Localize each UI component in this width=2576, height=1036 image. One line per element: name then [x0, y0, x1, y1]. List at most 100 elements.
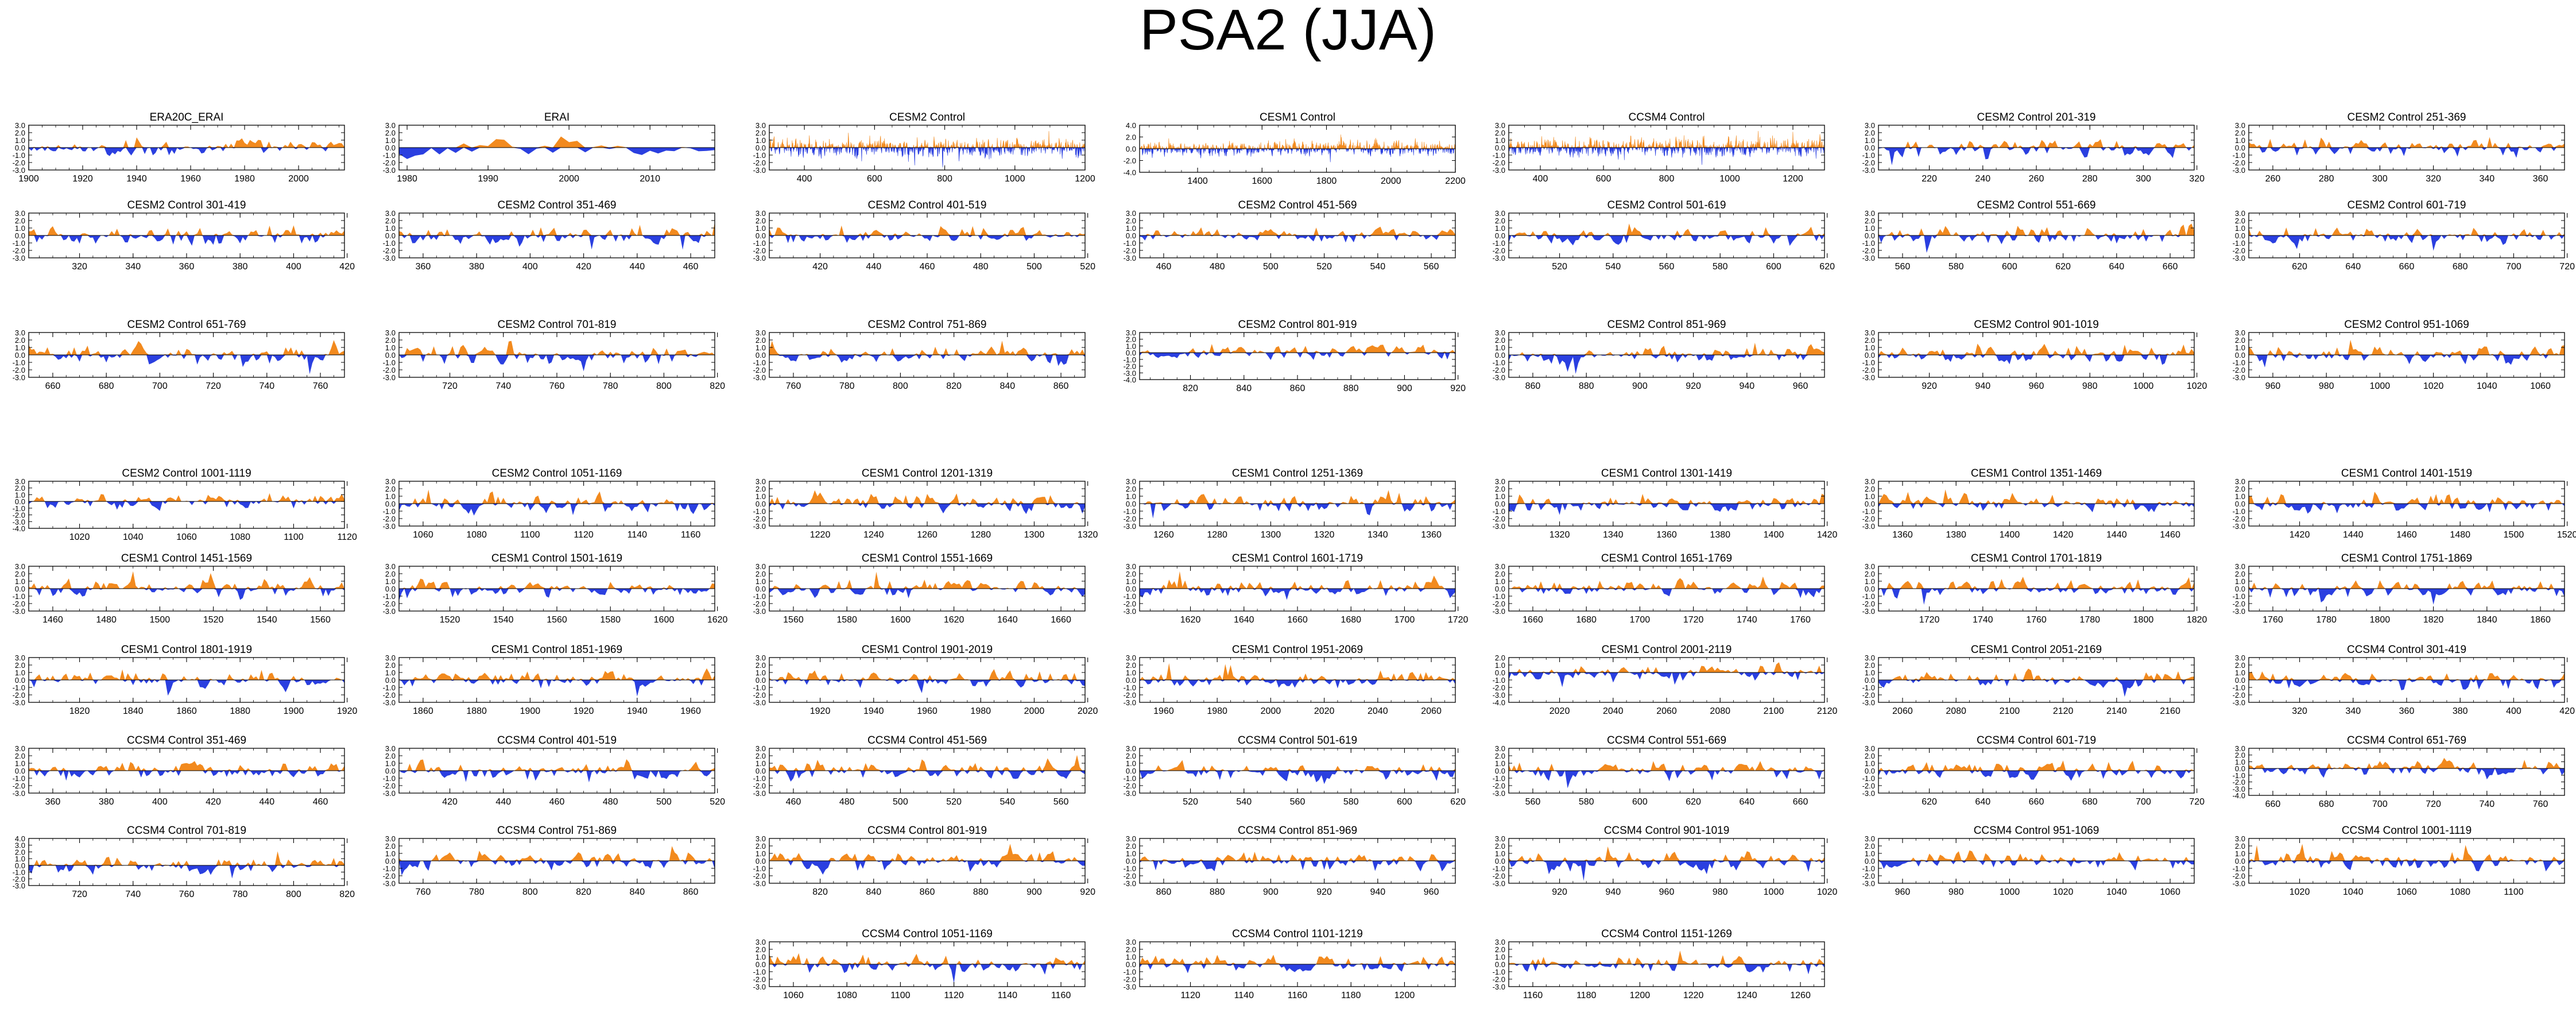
- positive-area: [1509, 131, 1824, 148]
- chart-panel-39: CESM1 Control 1951-20693.02.01.00.0-1.0-…: [1124, 644, 1455, 716]
- x-tick-label: 560: [1053, 797, 1069, 807]
- x-tick-label: 2080: [1710, 706, 1730, 716]
- x-tick-label: 780: [839, 381, 855, 391]
- x-tick-label: 360: [416, 262, 431, 272]
- x-tick-label: 440: [495, 797, 511, 807]
- y-tick-label: -3.0: [753, 879, 766, 888]
- positive-area: [1878, 343, 2194, 355]
- negative-area: [29, 865, 344, 879]
- chart-title: CCSM4 Control 301-419: [2347, 644, 2466, 656]
- x-tick-label: 820: [710, 381, 725, 391]
- x-tick-label: 380: [233, 262, 248, 272]
- x-tick-label: 620: [2055, 262, 2071, 272]
- positive-area: [1509, 343, 1824, 355]
- x-tick-label: 1620: [707, 615, 728, 625]
- x-tick-label: 360: [2399, 706, 2415, 716]
- x-tick-label: 1140: [627, 530, 648, 540]
- x-tick-label: 1040: [2477, 381, 2497, 391]
- x-tick-label: 920: [1922, 381, 1937, 391]
- x-tick-label: 280: [2082, 174, 2098, 184]
- x-tick-label: 2160: [2160, 706, 2180, 716]
- x-tick-label: 760: [786, 381, 801, 391]
- x-tick-label: 1000: [2000, 887, 2020, 897]
- chart-panel-30: CESM1 Control 1501-16193.02.01.00.0-1.0-…: [383, 552, 728, 625]
- x-tick-label: 760: [549, 381, 565, 391]
- y-tick-label: -3.0: [753, 254, 766, 262]
- positive-area: [399, 490, 715, 504]
- x-tick-label: 1380: [1710, 530, 1730, 540]
- chart-title: CCSM4 Control 551-669: [1607, 735, 1726, 747]
- x-tick-label: 600: [1397, 797, 1412, 807]
- chart-panel-19: CESM2 Control 851-9693.02.01.00.0-1.0-2.…: [1493, 319, 1824, 391]
- positive-area: [1878, 577, 2194, 589]
- x-tick-label: 1620: [1180, 615, 1201, 625]
- positive-area: [2249, 580, 2565, 589]
- negative-area: [1509, 589, 1824, 598]
- y-tick-label: -4.0: [1124, 376, 1136, 384]
- y-tick-label: -3.0: [2233, 698, 2245, 707]
- x-tick-label: 1020: [69, 532, 90, 542]
- x-tick-label: 340: [2345, 706, 2361, 716]
- x-tick-label: 860: [1525, 381, 1541, 391]
- positive-area: [1140, 344, 1455, 353]
- chart-panel-11: CESM2 Control 451-5693.02.01.00.0-1.0-2.…: [1124, 199, 1455, 272]
- x-tick-label: 860: [683, 887, 699, 897]
- x-tick-label: 580: [1579, 797, 1594, 807]
- x-tick-label: 880: [973, 887, 989, 897]
- negative-area: [1140, 504, 1455, 519]
- x-tick-label: 1300: [1024, 530, 1045, 540]
- y-tick-label: -3.0: [13, 789, 25, 798]
- y-tick-label: -3.0: [13, 607, 25, 616]
- chart-title: CESM2 Control 951-1069: [2344, 319, 2469, 331]
- negative-area: [1509, 861, 1824, 881]
- x-tick-label: 1080: [230, 532, 250, 542]
- x-tick-label: 860: [1290, 384, 1306, 393]
- x-tick-label: 1000: [1764, 887, 1784, 897]
- x-tick-label: 1740: [1973, 615, 1993, 625]
- x-tick-label: 960: [1895, 887, 1911, 897]
- x-tick-label: 1000: [2370, 381, 2391, 391]
- x-tick-label: 1940: [863, 706, 884, 716]
- x-tick-label: 720: [2426, 799, 2441, 809]
- y-tick-label: -3.0: [753, 166, 766, 175]
- positive-area: [399, 759, 715, 771]
- negative-area: [29, 148, 344, 156]
- chart-title: CESM2 Control 1001-1119: [122, 467, 251, 480]
- x-tick-label: 760: [2533, 799, 2548, 809]
- negative-area: [399, 861, 715, 875]
- x-tick-label: 1780: [2316, 615, 2337, 625]
- x-tick-label: 460: [1156, 262, 1172, 272]
- x-tick-label: 760: [313, 381, 328, 391]
- x-tick-label: 520: [710, 797, 725, 807]
- x-tick-label: 840: [1236, 384, 1252, 393]
- chart-panel-32: CESM1 Control 1601-17193.02.01.00.0-1.0-…: [1124, 552, 1469, 625]
- chart-title: CESM2 Control: [889, 111, 965, 123]
- y-tick-label: -3.0: [1862, 373, 1875, 382]
- x-tick-label: 1300: [1261, 530, 1281, 540]
- chart-title: CESM1 Control: [1260, 111, 1335, 123]
- y-tick-label: -3.0: [1493, 607, 1505, 616]
- chart-title: CCSM4 Control 651-769: [2347, 735, 2466, 747]
- x-tick-label: 2140: [2106, 706, 2127, 716]
- x-tick-label: 1720: [1683, 615, 1704, 625]
- x-tick-label: 1100: [284, 532, 304, 542]
- x-tick-label: 1420: [1817, 530, 1838, 540]
- positive-area: [399, 341, 715, 355]
- x-tick-label: 2000: [1024, 706, 1045, 716]
- y-tick-label: -4.0: [13, 524, 25, 533]
- negative-area: [2249, 768, 2565, 779]
- negative-area: [1878, 589, 2194, 605]
- x-tick-label: 360: [2533, 174, 2548, 184]
- x-tick-label: 1940: [627, 706, 648, 716]
- x-tick-label: 900: [1026, 887, 1042, 897]
- positive-area: [1140, 760, 1455, 771]
- x-tick-label: 2120: [1817, 706, 1838, 716]
- chart-title: CESM2 Control 501-619: [1607, 199, 1726, 211]
- x-tick-label: 320: [2189, 174, 2205, 184]
- negative-area: [1140, 771, 1455, 784]
- x-tick-label: 440: [866, 262, 881, 272]
- x-tick-label: 400: [797, 174, 812, 184]
- x-tick-label: 380: [2453, 706, 2468, 716]
- x-tick-label: 560: [1525, 797, 1541, 807]
- y-tick-label: -3.0: [383, 698, 396, 707]
